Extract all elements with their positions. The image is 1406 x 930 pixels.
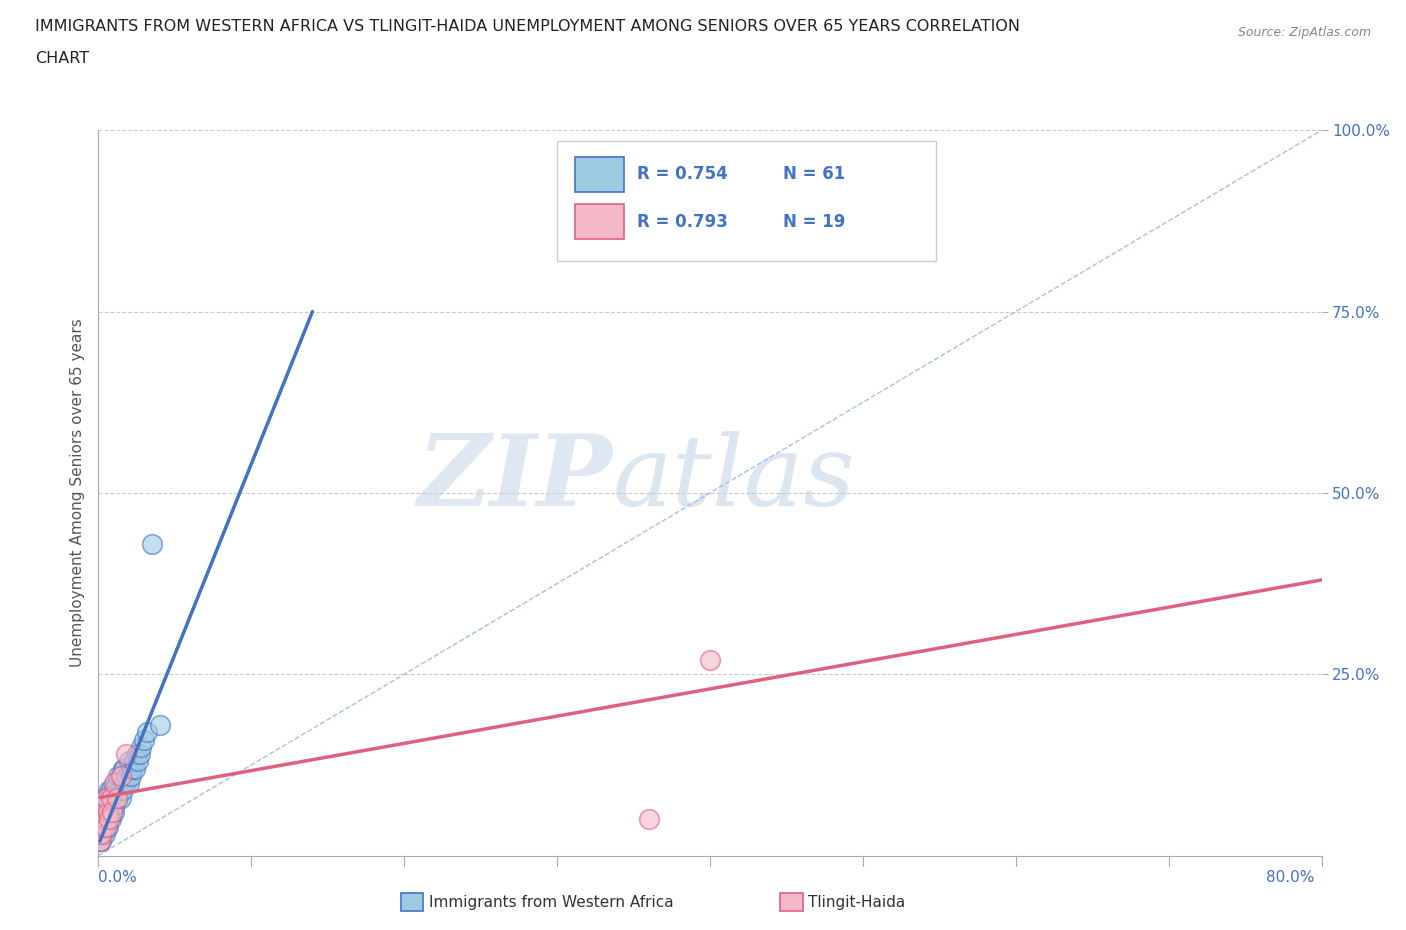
Point: [110, 768, 132, 783]
Point: [699, 652, 721, 667]
Text: CHART: CHART: [35, 51, 89, 66]
Point: [89, 819, 111, 834]
Point: [105, 790, 128, 805]
Point: [91, 797, 114, 812]
Point: [115, 776, 138, 790]
Point: [104, 776, 127, 790]
Point: [104, 797, 127, 812]
Text: R = 0.754: R = 0.754: [637, 166, 727, 183]
Point: [90, 827, 112, 842]
Point: [127, 754, 149, 769]
Point: [91, 819, 114, 834]
Point: [115, 747, 138, 762]
Point: [94, 790, 117, 805]
Text: Tlingit-Haida: Tlingit-Haida: [808, 895, 905, 910]
Point: [93, 790, 115, 805]
Point: [98, 812, 121, 827]
Point: [93, 812, 115, 827]
Point: [100, 790, 122, 805]
Point: [105, 776, 128, 790]
Point: [91, 827, 114, 842]
Point: [120, 768, 142, 783]
Point: [90, 812, 112, 827]
Text: N = 19: N = 19: [783, 213, 846, 231]
Point: [89, 833, 111, 848]
Point: [103, 804, 125, 819]
Point: [98, 812, 121, 827]
Point: [94, 819, 117, 834]
Text: Immigrants from Western Africa: Immigrants from Western Africa: [429, 895, 673, 910]
Point: [637, 812, 661, 827]
FancyBboxPatch shape: [557, 141, 936, 260]
Point: [91, 797, 114, 812]
Point: [90, 819, 112, 834]
Text: atlas: atlas: [612, 431, 855, 526]
Point: [90, 804, 112, 819]
Point: [97, 804, 120, 819]
Point: [103, 776, 125, 790]
Point: [118, 776, 141, 790]
Text: 80.0%: 80.0%: [1267, 870, 1315, 884]
Point: [112, 761, 135, 776]
Point: [125, 747, 148, 762]
Point: [97, 790, 120, 805]
Point: [105, 790, 128, 805]
Point: [100, 812, 122, 827]
Point: [134, 732, 156, 747]
Text: 0.0%: 0.0%: [98, 870, 138, 884]
Point: [94, 819, 117, 834]
FancyBboxPatch shape: [575, 205, 624, 239]
Point: [111, 783, 134, 798]
Point: [149, 718, 172, 733]
Point: [101, 790, 124, 805]
Point: [89, 827, 111, 842]
Point: [103, 783, 125, 798]
Point: [91, 804, 114, 819]
Point: [100, 783, 122, 798]
Point: [101, 804, 124, 819]
Point: [98, 783, 121, 798]
Point: [107, 790, 129, 805]
Point: [91, 819, 114, 834]
Point: [89, 833, 111, 848]
Point: [141, 537, 163, 551]
Point: [101, 804, 124, 819]
Text: IMMIGRANTS FROM WESTERN AFRICA VS TLINGIT-HAIDA UNEMPLOYMENT AMONG SENIORS OVER : IMMIGRANTS FROM WESTERN AFRICA VS TLINGI…: [35, 19, 1021, 33]
Point: [108, 783, 131, 798]
Point: [97, 819, 120, 834]
Point: [110, 768, 132, 783]
Point: [90, 833, 112, 848]
Point: [111, 761, 134, 776]
Y-axis label: Unemployment Among Seniors over 65 years: Unemployment Among Seniors over 65 years: [69, 319, 84, 668]
Point: [94, 790, 117, 805]
Point: [100, 797, 122, 812]
Text: Source: ZipAtlas.com: Source: ZipAtlas.com: [1237, 26, 1371, 39]
Text: R = 0.793: R = 0.793: [637, 213, 727, 231]
Point: [128, 747, 150, 762]
Point: [94, 797, 117, 812]
Point: [124, 761, 146, 776]
Point: [98, 797, 121, 812]
Point: [110, 790, 132, 805]
Point: [93, 812, 115, 827]
Point: [93, 804, 115, 819]
Point: [89, 819, 111, 834]
FancyBboxPatch shape: [575, 157, 624, 192]
Point: [121, 761, 143, 776]
Point: [129, 739, 152, 754]
Point: [94, 812, 117, 827]
Point: [93, 827, 115, 842]
Point: [117, 768, 139, 783]
Point: [112, 776, 135, 790]
Text: ZIP: ZIP: [418, 431, 612, 526]
Point: [107, 768, 129, 783]
Point: [136, 724, 159, 739]
Point: [90, 812, 112, 827]
Point: [97, 804, 120, 819]
Point: [118, 754, 141, 769]
Text: N = 61: N = 61: [783, 166, 845, 183]
Point: [122, 754, 145, 769]
